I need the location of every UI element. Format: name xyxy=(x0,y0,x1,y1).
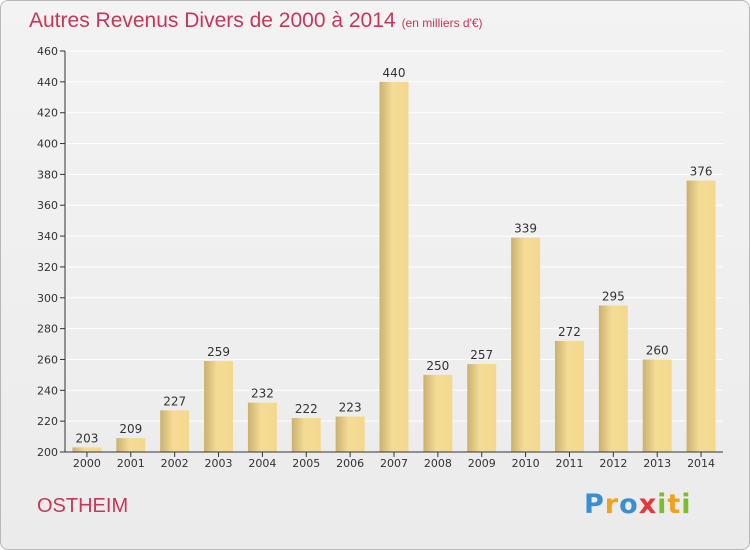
bar xyxy=(160,410,190,452)
x-tick-label: 2014 xyxy=(687,457,715,470)
bar xyxy=(598,305,628,452)
bar xyxy=(72,447,102,452)
bars-layer: 203 209 227 259 232 222 223 440 250 257 339 272 295 2… xyxy=(72,66,716,453)
chart-title: Autres Revenus Divers de 2000 à 2014 (en … xyxy=(29,9,483,33)
x-tick-label: 2009 xyxy=(468,457,496,470)
logo-letter: i xyxy=(657,489,668,520)
bar-value-label: 222 xyxy=(295,402,318,416)
x-tick-label: 2002 xyxy=(161,457,189,470)
bar xyxy=(554,340,584,452)
bar-value-label: 223 xyxy=(339,401,362,415)
x-tick-label: 2004 xyxy=(248,457,276,470)
chart-subtitle: (en milliers d'€) xyxy=(401,16,483,30)
bar-value-label: 232 xyxy=(251,387,274,401)
logo-letter: P xyxy=(584,489,605,520)
bar-value-label: 295 xyxy=(602,289,625,303)
bar xyxy=(116,438,146,452)
logo-letter: x xyxy=(638,489,658,520)
bar xyxy=(686,180,716,453)
y-tick-label: 400 xyxy=(37,138,58,151)
bar xyxy=(291,418,321,452)
bar-value-label: 272 xyxy=(558,325,581,339)
y-tick-label: 440 xyxy=(37,76,58,89)
logo-letter: r xyxy=(604,489,620,520)
bar-value-label: 260 xyxy=(646,343,669,357)
x-tick-label: 2011 xyxy=(555,457,583,470)
y-tick-label: 260 xyxy=(37,353,58,366)
x-tick-label: 2013 xyxy=(643,457,671,470)
bar-value-label: 259 xyxy=(207,345,230,359)
bar-value-label: 339 xyxy=(514,222,537,236)
x-tick-label: 2001 xyxy=(117,457,145,470)
x-tick-label: 2005 xyxy=(292,457,320,470)
bar xyxy=(204,361,234,452)
y-tick-label: 460 xyxy=(37,45,58,58)
y-tick-label: 320 xyxy=(37,261,58,274)
logo-letter: i xyxy=(681,489,692,520)
logo-letter: o xyxy=(619,489,639,520)
bar-value-label: 227 xyxy=(163,394,186,408)
y-tick-label: 200 xyxy=(37,446,58,459)
y-tick-label: 300 xyxy=(37,292,58,305)
y-tick-label: 240 xyxy=(37,384,58,397)
x-tick-label: 2010 xyxy=(512,457,540,470)
y-tick-label: 340 xyxy=(37,230,58,243)
y-tick-label: 220 xyxy=(37,415,58,428)
proxiti-logo[interactable]: Proxiti xyxy=(584,489,692,520)
x-tick-label: 2012 xyxy=(599,457,627,470)
bar xyxy=(642,359,672,452)
bar xyxy=(247,402,277,452)
x-tick-label: 2007 xyxy=(380,457,408,470)
bar-value-label: 250 xyxy=(426,359,449,373)
bar xyxy=(423,374,453,452)
x-tick-label: 2000 xyxy=(73,457,101,470)
x-tick-label: 2008 xyxy=(424,457,452,470)
bar xyxy=(379,81,409,452)
x-tick-label: 2006 xyxy=(336,457,364,470)
bar-value-label: 203 xyxy=(75,431,98,445)
bar-value-label: 440 xyxy=(383,66,406,80)
bar xyxy=(467,364,497,452)
y-tick-label: 380 xyxy=(37,168,58,181)
commune-name: OSTHEIM xyxy=(37,495,129,517)
y-tick-label: 280 xyxy=(37,323,58,336)
bar-value-label: 376 xyxy=(690,165,713,179)
bar xyxy=(335,416,365,452)
axis-layer: 200 220 240 260 280 300 320 340 360 380 400 420 440 4… xyxy=(37,45,723,470)
bar-value-label: 209 xyxy=(119,422,142,436)
logo-letter: t xyxy=(667,489,682,520)
x-tick-label: 2003 xyxy=(205,457,233,470)
chart-title-text: Autres Revenus Divers de 2000 à 2014 xyxy=(29,9,396,32)
bar-value-label: 257 xyxy=(470,348,493,362)
y-tick-label: 420 xyxy=(37,107,58,120)
bar xyxy=(511,237,541,452)
y-tick-label: 360 xyxy=(37,199,58,212)
